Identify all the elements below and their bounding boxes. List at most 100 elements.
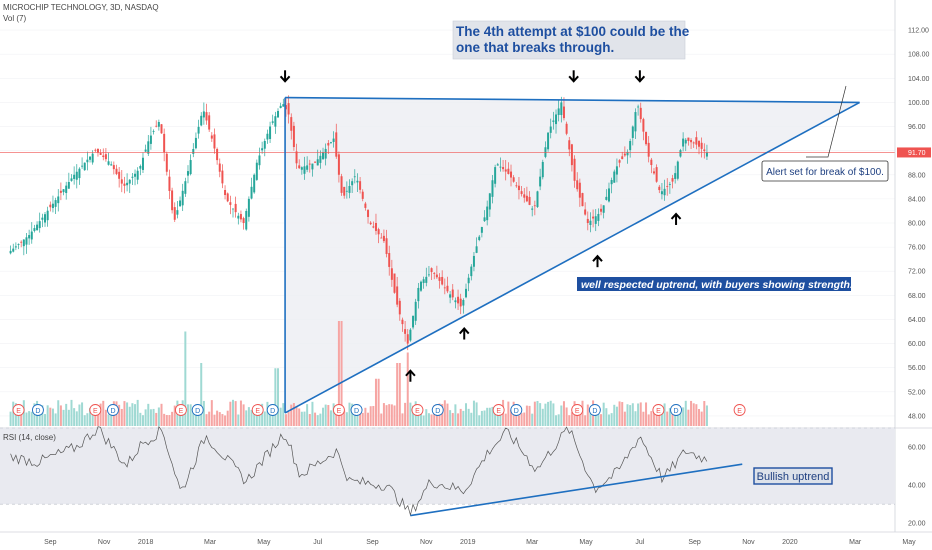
volume-bar <box>480 410 483 426</box>
volume-bar <box>629 405 632 426</box>
arrow-up-head <box>670 212 682 220</box>
candle-body <box>348 186 351 193</box>
time-tick-label: Nov <box>98 539 111 546</box>
candle-body <box>279 105 282 109</box>
candle-body <box>67 182 70 189</box>
candle-body <box>38 221 41 229</box>
candle-body <box>374 223 377 231</box>
volume-bar <box>22 400 25 426</box>
candle-body <box>459 298 462 307</box>
candle-body <box>417 287 420 302</box>
volume-bar <box>49 407 52 426</box>
time-tick-label: Jul <box>313 539 322 546</box>
candle-body <box>430 268 433 273</box>
volume-bar <box>81 402 84 426</box>
candle-body <box>253 174 256 193</box>
candle-body <box>671 178 674 182</box>
candle-body <box>607 188 610 202</box>
volume-bar <box>584 415 587 426</box>
earnings-marker <box>733 404 746 416</box>
volume-bar <box>520 413 523 426</box>
earnings-marker <box>12 404 25 416</box>
candle-body <box>306 165 309 170</box>
arrows <box>279 70 682 382</box>
candle-body <box>605 196 608 200</box>
candle-body <box>303 166 306 174</box>
candle-body <box>120 179 123 184</box>
candle-body <box>655 167 658 182</box>
volume-bar <box>488 407 491 426</box>
volume-bar <box>483 410 486 426</box>
rsi-annotation: Bullish uptrend <box>757 471 830 483</box>
volume-bar <box>475 402 478 426</box>
price-tick-label: 68.00 <box>908 293 926 300</box>
candle-body <box>218 163 221 172</box>
volume-bar <box>544 403 547 426</box>
volume-bar <box>557 414 560 426</box>
dividend-marker <box>32 404 44 416</box>
arrow-up-head <box>458 327 470 335</box>
volume-bar <box>324 404 327 426</box>
candle-body <box>356 180 359 183</box>
candle-body <box>250 186 253 199</box>
arrow-up-head <box>405 369 416 377</box>
candle-body <box>277 111 280 118</box>
volume-bar <box>189 404 192 426</box>
candle-body <box>422 279 425 284</box>
volume-bar <box>494 411 497 426</box>
candle-body <box>406 334 409 344</box>
time-tick-label: 2020 <box>782 539 798 546</box>
volume-bar <box>57 400 60 426</box>
price-tick-label: 80.00 <box>908 221 926 228</box>
candle-body <box>73 174 76 179</box>
candle-body <box>385 238 388 255</box>
volume-bar <box>20 407 23 426</box>
volume-bar <box>457 413 460 426</box>
candle-body <box>25 237 28 245</box>
volume-bar <box>65 403 68 426</box>
candle-body <box>393 273 396 293</box>
candle-body <box>118 171 121 179</box>
candle-body <box>660 191 663 195</box>
candle-body <box>642 119 645 132</box>
volume-bar <box>586 404 589 426</box>
alert-box <box>761 160 889 182</box>
volume-bar <box>650 411 653 426</box>
candle-body <box>401 319 404 325</box>
volume-bar <box>210 400 213 426</box>
volume-bar <box>449 410 452 426</box>
candle-body <box>197 126 200 134</box>
candle-body <box>610 179 613 185</box>
volume-bar <box>655 413 658 426</box>
rsi-label-box <box>753 467 833 485</box>
volume-bar <box>419 412 422 426</box>
marker-letter: D <box>110 408 115 415</box>
volume-bar <box>446 403 449 426</box>
marker-letter: D <box>35 408 40 415</box>
volume-bar <box>703 401 706 426</box>
candle-body <box>409 329 412 341</box>
candle-body <box>647 142 650 157</box>
volume-bar <box>348 402 351 426</box>
candle-body <box>329 142 332 143</box>
candle-body <box>332 138 335 142</box>
volume-bar <box>390 404 393 426</box>
candle-body <box>353 176 356 178</box>
candle-body <box>216 148 219 161</box>
candle-body <box>57 196 60 204</box>
volume-bar <box>83 415 86 426</box>
candle-body <box>163 133 166 153</box>
candle-body <box>547 132 550 150</box>
candle-body <box>232 208 234 210</box>
candle-body <box>242 218 245 223</box>
candle-body <box>205 112 208 121</box>
candle-body <box>104 154 107 160</box>
candle-body <box>465 288 467 298</box>
candle-body <box>637 106 640 108</box>
candle-body <box>502 167 505 170</box>
marker-letter: E <box>337 408 342 415</box>
candle-body <box>361 191 364 199</box>
volume-bar <box>430 414 433 426</box>
candle-body <box>700 142 703 149</box>
